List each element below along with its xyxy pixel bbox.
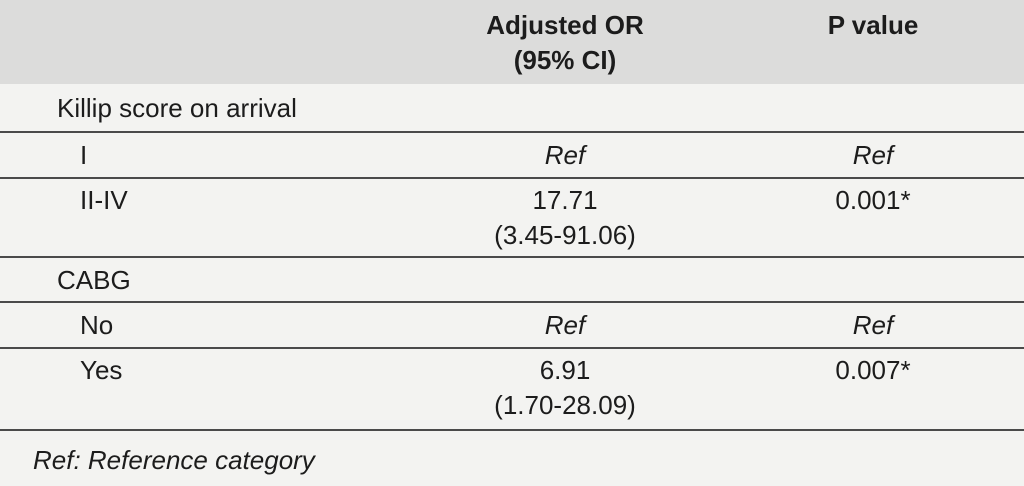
row-rule	[0, 256, 1024, 258]
row-label: II-IV	[80, 185, 128, 215]
cell: (1.70-28.09)	[494, 390, 636, 420]
column-header: Adjusted OR	[486, 10, 644, 40]
cell: (3.45-91.06)	[494, 220, 636, 250]
row-label: No	[80, 310, 114, 340]
section-title: CABG	[57, 265, 131, 295]
section-title: Killip score on arrival	[57, 93, 297, 123]
column-header: P value	[827, 10, 919, 40]
column-header: (95% CI)	[513, 45, 617, 75]
cell: Ref	[852, 310, 894, 340]
cell: Ref	[544, 310, 586, 340]
row-label: Yes	[80, 355, 123, 385]
cell: 17.71	[532, 185, 598, 215]
cell: Ref	[852, 140, 894, 170]
footnote: Ref: Reference category	[33, 445, 315, 475]
cell: Ref	[544, 140, 586, 170]
row-rule	[0, 301, 1024, 303]
cell: 0.001*	[835, 185, 911, 215]
row-rule	[0, 177, 1024, 179]
row-label: I	[80, 140, 88, 170]
cell: 6.91	[539, 355, 591, 385]
header-band	[0, 0, 1024, 84]
row-rule	[0, 131, 1024, 133]
cell: 0.007*	[835, 355, 911, 385]
row-rule	[0, 347, 1024, 349]
row-rule	[0, 429, 1024, 431]
